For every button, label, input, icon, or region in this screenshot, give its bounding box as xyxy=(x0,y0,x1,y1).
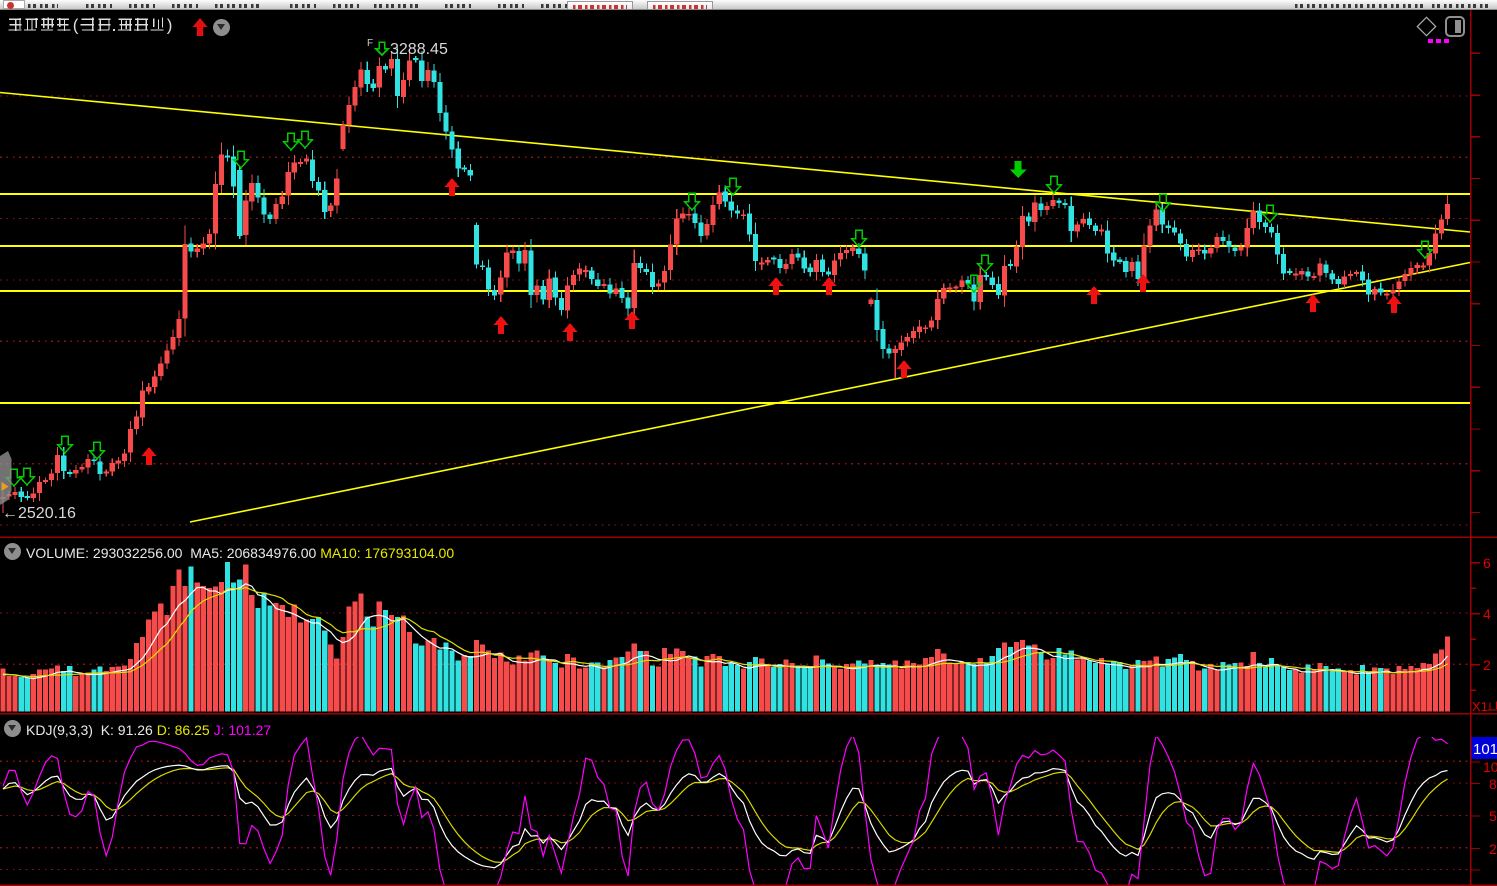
svg-text:6: 6 xyxy=(1483,555,1491,571)
svg-text:50: 50 xyxy=(1489,808,1497,824)
svg-text:X1: X1 xyxy=(1472,699,1488,714)
svg-text:20: 20 xyxy=(1489,841,1497,857)
svg-text:10: 10 xyxy=(1483,759,1497,775)
svg-text:(: ( xyxy=(73,16,79,35)
svg-text:2: 2 xyxy=(1483,657,1491,673)
svg-text:): ) xyxy=(167,16,173,35)
svg-text:80: 80 xyxy=(1489,776,1497,792)
svg-text:101: 101 xyxy=(1473,741,1497,758)
svg-text:4: 4 xyxy=(1483,606,1491,622)
